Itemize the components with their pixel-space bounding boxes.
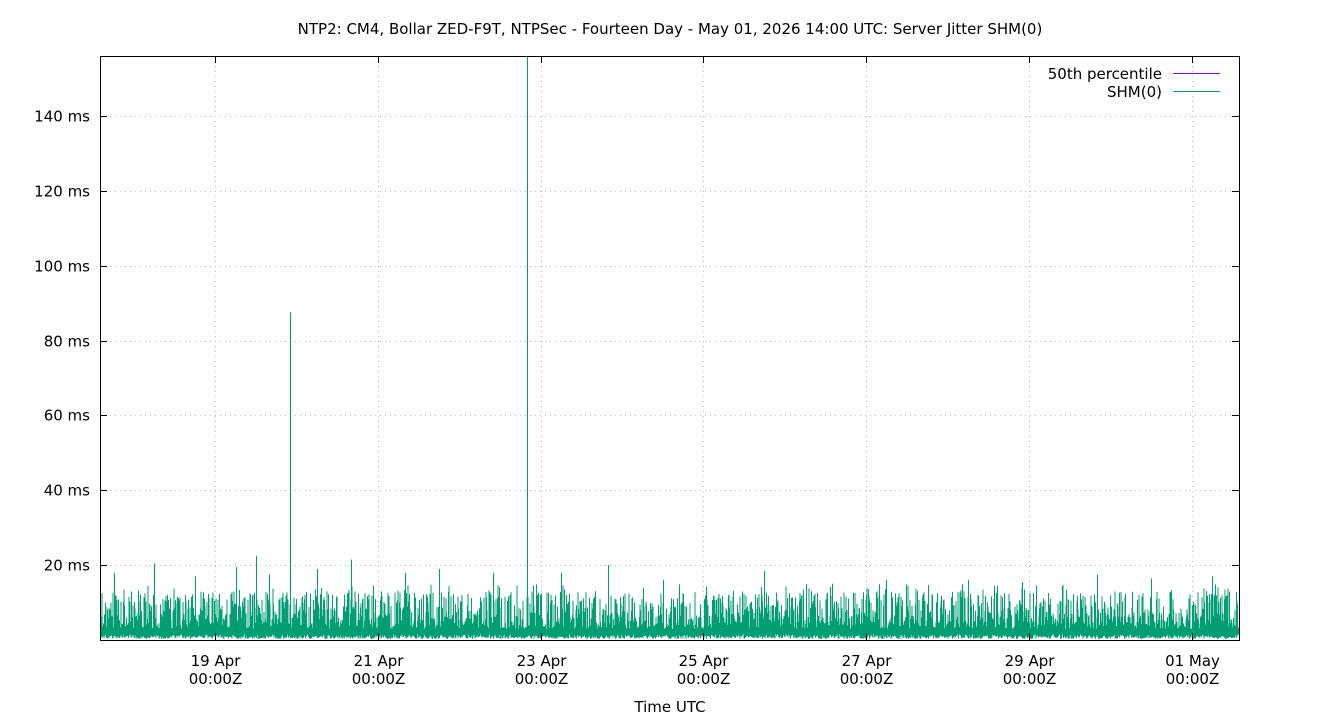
x-tick-label-time: 00:00Z — [189, 670, 243, 688]
y-tick-label: 100 ms — [34, 258, 90, 276]
x-tick-label-time: 00:00Z — [840, 670, 894, 688]
x-tick-label-time: 00:00Z — [1003, 670, 1057, 688]
legend: 50th percentile SHM(0) — [1048, 65, 1220, 101]
x-tick-label-date: 27 Apr — [842, 652, 893, 670]
x-tick-label-date: 29 Apr — [1005, 652, 1056, 670]
y-tick-label: 40 ms — [44, 482, 90, 500]
y-tick-label: 80 ms — [44, 333, 90, 351]
x-tick-label-date: 21 Apr — [354, 652, 405, 670]
y-tick-label: 20 ms — [44, 557, 90, 575]
y-tick-label: 120 ms — [34, 183, 90, 201]
legend-label-shm0: SHM(0) — [1107, 83, 1162, 101]
y-tick-label: 60 ms — [44, 407, 90, 425]
y-tick-label: 140 ms — [34, 108, 90, 126]
plot-frame — [100, 56, 1240, 641]
x-tick-label-time: 00:00Z — [515, 670, 569, 688]
legend-label-50th-percentile: 50th percentile — [1048, 65, 1162, 83]
series-shm0-trace — [100, 56, 1239, 639]
x-tick-label-time: 00:00Z — [352, 670, 406, 688]
x-tick-label-date: 01 May — [1165, 652, 1220, 670]
axis-ticks — [100, 56, 1239, 640]
x-tick-label-date: 25 Apr — [679, 652, 730, 670]
x-axis-label: Time UTC — [633, 698, 705, 716]
x-tick-label-time: 00:00Z — [677, 670, 731, 688]
chart-title: NTP2: CM4, Bollar ZED-F9T, NTPSec - Four… — [298, 20, 1043, 38]
x-tick-label-time: 00:00Z — [1166, 670, 1220, 688]
x-tick-label-date: 23 Apr — [517, 652, 568, 670]
x-tick-label-date: 19 Apr — [191, 652, 242, 670]
